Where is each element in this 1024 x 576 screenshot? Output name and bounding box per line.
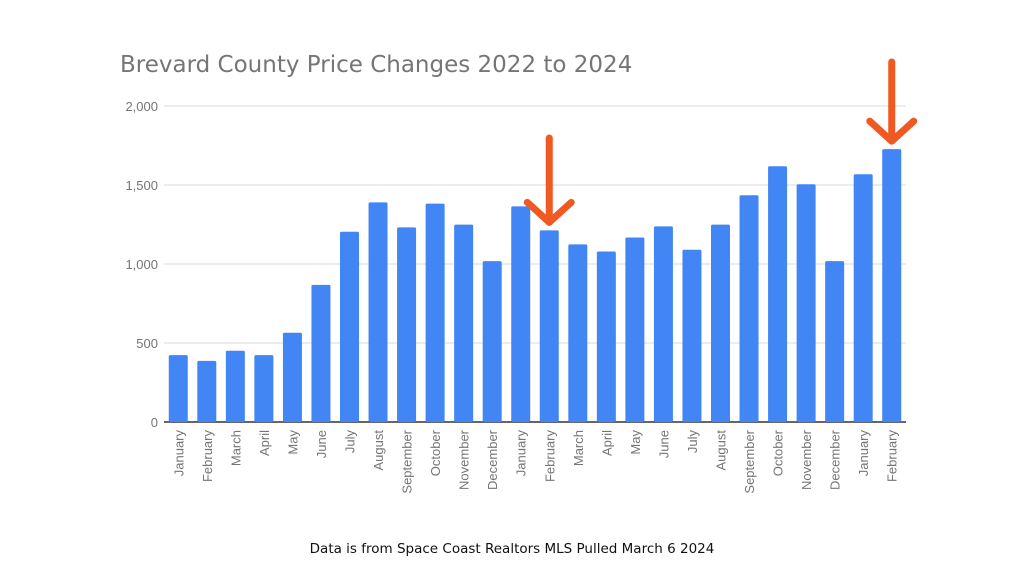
y-tick-label: 500 [136, 336, 158, 351]
bar-21 [768, 166, 788, 422]
x-tick-label: May [628, 430, 643, 455]
x-tick-label: December [828, 429, 843, 490]
bar-11 [482, 261, 502, 422]
y-tick-label: 2,000 [125, 99, 158, 114]
y-tick-label: 1,500 [125, 178, 158, 193]
bar-24 [853, 174, 873, 422]
x-tick-label: November [457, 429, 472, 490]
bar-5 [311, 284, 331, 422]
y-tick-label: 0 [151, 415, 158, 430]
bar-0 [168, 355, 188, 422]
x-tick-label: September [400, 429, 415, 493]
x-tick-label: December [485, 429, 500, 490]
x-tick-label: May [285, 430, 300, 455]
x-tick-label: January [171, 430, 186, 477]
x-tick-label: February [885, 430, 900, 483]
bar-23 [825, 261, 845, 422]
x-tick-label: June [656, 430, 671, 458]
bar-18 [682, 249, 702, 422]
x-tick-label: July [343, 430, 358, 454]
x-tick-label: November [799, 429, 814, 490]
bar-25 [882, 149, 902, 422]
x-tick-label: January [514, 430, 529, 477]
arrow-down-icon [523, 134, 575, 226]
bar-4 [282, 332, 302, 422]
x-tick-label: October [428, 429, 443, 476]
bar-10 [454, 224, 474, 422]
bar-8 [397, 227, 417, 422]
footer-source-note: Data is from Space Coast Realtors MLS Pu… [310, 541, 715, 557]
x-tick-label: January [856, 430, 871, 477]
x-tick-label: February [542, 430, 557, 483]
bar-7 [368, 202, 388, 422]
x-tick-label: September [742, 429, 757, 493]
x-tick-label: October [771, 429, 786, 476]
bar-17 [653, 226, 673, 422]
bar-20 [739, 195, 759, 422]
bar-13 [539, 230, 559, 422]
bar-22 [796, 184, 816, 422]
x-tick-label: March [571, 430, 586, 466]
x-tick-label: August [714, 430, 729, 471]
bar-16 [625, 237, 645, 422]
bar-2 [225, 350, 245, 422]
x-tick-label: July [685, 430, 700, 454]
y-tick-label: 1,000 [125, 257, 158, 272]
bar-6 [340, 231, 359, 422]
bar-14 [568, 244, 588, 422]
bar-15 [596, 251, 616, 422]
x-tick-label: August [371, 430, 386, 471]
chart-title: Brevard County Price Changes 2022 to 202… [120, 52, 632, 78]
bar-3 [254, 355, 274, 422]
x-tick-label: June [314, 430, 329, 458]
arrow-down-icon [866, 58, 918, 145]
bar-12 [511, 206, 531, 422]
bar-9 [425, 203, 445, 422]
bar-19 [711, 224, 730, 422]
x-tick-label: March [228, 430, 243, 466]
x-tick-label: April [257, 430, 272, 456]
x-tick-label: April [599, 430, 614, 456]
x-tick-label: February [200, 430, 215, 483]
bar-1 [197, 360, 217, 422]
